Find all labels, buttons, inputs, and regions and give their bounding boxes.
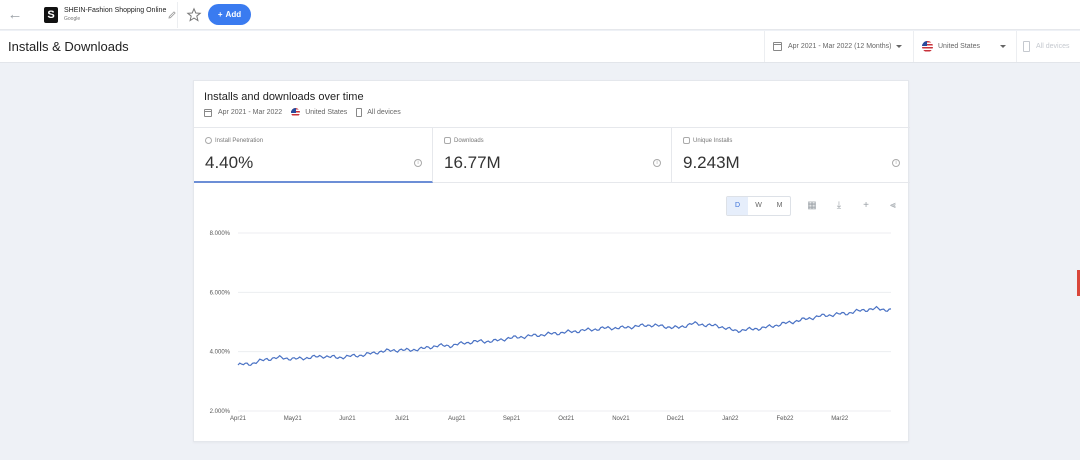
granularity-monthly-button[interactable]: M	[776, 202, 783, 209]
card-devices: All devices	[367, 109, 401, 116]
y-tick-label: 4.000%	[210, 350, 231, 356]
metric-label: Downloads	[444, 137, 484, 144]
star-icon[interactable]	[186, 7, 202, 23]
top-app-bar: ← S SHEIN-Fashion Shopping Online Google…	[0, 0, 1080, 30]
calendar-icon	[204, 108, 212, 117]
app-store-label: Google	[64, 16, 81, 22]
info-icon[interactable]: i	[653, 159, 661, 167]
back-arrow-icon[interactable]: ←	[7, 6, 23, 23]
page-header: Installs & Downloads Apr 2021 - Mar 2022…	[0, 31, 1080, 63]
download-icon[interactable]: ⤓	[836, 200, 842, 211]
plus-icon: +	[217, 10, 223, 19]
card-subtitle: Apr 2021 - Mar 2022 United States All de…	[204, 108, 401, 117]
metric-label-text: Install Penetration	[215, 137, 264, 144]
devices-label: All devices	[1036, 43, 1070, 50]
us-flag-icon	[922, 41, 933, 52]
series-line	[237, 305, 892, 366]
add-button-label: Add	[225, 10, 242, 19]
info-icon[interactable]: i	[414, 159, 422, 167]
chevron-down-icon	[895, 45, 902, 48]
x-tick-label: Nov21	[612, 416, 630, 422]
add-metric-icon[interactable]: +	[863, 200, 869, 211]
country-filter[interactable]: United States	[913, 31, 1016, 62]
chart-toolbar: D W M ▦ ⤓ + ⫷	[726, 196, 900, 216]
metric-tab-unique-installs[interactable]: Unique Installs 9.243M i	[672, 128, 910, 183]
granularity-weekly-button[interactable]: W	[755, 202, 762, 209]
country-label: United States	[938, 43, 981, 50]
install-penetration-chart: 8.000% 6.000% 4.000% 2.000% Apr21 May21 Jun21…	[210, 231, 892, 422]
download-icon	[444, 137, 451, 144]
add-button[interactable]: + Add	[208, 4, 251, 25]
x-tick-label: Aug21	[448, 416, 466, 422]
x-tick-label: Jun21	[339, 416, 356, 422]
x-tick-label: Apr21	[230, 416, 247, 422]
feedback-tab[interactable]	[1077, 270, 1080, 296]
share-icon[interactable]: ⫷	[890, 200, 896, 211]
x-tick-label: Dec21	[667, 416, 685, 422]
x-tick-label: May21	[284, 416, 303, 422]
y-tick-label: 8.000%	[210, 231, 231, 237]
x-tick-label: Jan22	[722, 416, 739, 422]
card-country: United States	[305, 109, 348, 116]
card-title: Installs and downloads over time	[204, 91, 364, 103]
metric-value: 16.77M	[444, 153, 501, 172]
excel-export-icon[interactable]: ▦	[807, 200, 817, 211]
installs-icon	[683, 137, 690, 144]
app-selector[interactable]: S SHEIN-Fashion Shopping Online Google	[36, 2, 178, 28]
installs-card: Installs and downloads over time Apr 202…	[193, 80, 910, 442]
x-tick-label: Oct21	[558, 416, 575, 422]
metric-value: 4.40%	[205, 153, 254, 172]
date-range-filter[interactable]: Apr 2021 - Mar 2022 (12 Months)	[764, 31, 913, 62]
metric-label: Install Penetration	[205, 137, 263, 144]
app-name: SHEIN-Fashion Shopping Online	[64, 7, 167, 14]
x-tick-label: Sep21	[503, 416, 521, 422]
x-tick-label: Feb22	[776, 416, 794, 422]
phone-icon	[356, 108, 363, 117]
pencil-icon[interactable]	[167, 10, 177, 20]
calendar-icon	[773, 42, 782, 51]
page-title: Installs & Downloads	[8, 39, 129, 54]
phone-icon	[1023, 41, 1030, 52]
metric-value: 9.243M	[683, 153, 740, 172]
metric-label-text: Downloads	[454, 137, 484, 144]
metric-label: Unique Installs	[683, 137, 732, 144]
devices-filter[interactable]: All devices	[1016, 31, 1080, 62]
date-range-label: Apr 2021 - Mar 2022 (12 Months)	[788, 43, 892, 50]
chevron-down-icon	[1000, 45, 1007, 48]
metric-tab-install-penetration[interactable]: Install Penetration 4.40% i	[194, 128, 433, 183]
metric-label-text: Unique Installs	[693, 137, 733, 144]
granularity-toggle: D W M	[726, 196, 791, 216]
x-tick-label: Mar22	[831, 416, 849, 422]
us-flag-icon	[291, 108, 301, 117]
metric-tab-downloads[interactable]: Downloads 16.77M i	[433, 128, 672, 183]
penetration-icon	[205, 137, 212, 144]
info-icon[interactable]: i	[892, 159, 900, 167]
card-date-range: Apr 2021 - Mar 2022	[218, 109, 283, 116]
granularity-daily-button[interactable]: D	[727, 197, 748, 215]
y-tick-label: 6.000%	[210, 290, 231, 296]
metric-tabs: Install Penetration 4.40% i Downloads 16…	[194, 127, 910, 183]
y-tick-label: 2.000%	[210, 409, 231, 415]
x-tick-label: Jul21	[395, 416, 410, 422]
app-logo-icon: S	[44, 7, 58, 23]
